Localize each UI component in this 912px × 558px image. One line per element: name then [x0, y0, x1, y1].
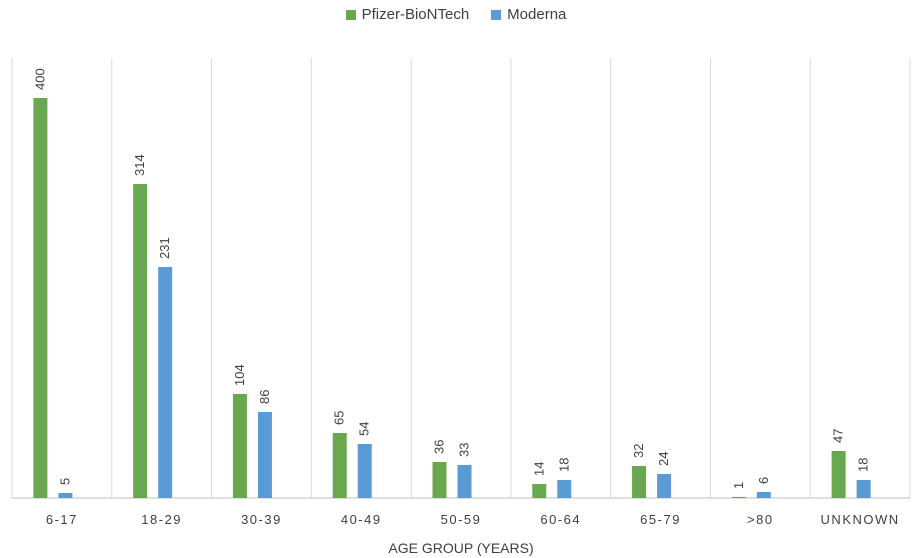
bar-pfizer-biontech: [133, 184, 148, 498]
data-label-pfizer-biontech: 400: [32, 68, 47, 90]
data-label-moderna: 6: [756, 477, 771, 484]
data-label-pfizer-biontech: 36: [432, 440, 447, 454]
data-label-pfizer-biontech: 65: [332, 411, 347, 425]
bar-pfizer-biontech: [731, 497, 746, 498]
legend-item-pfizer: Pfizer-BioNTech: [345, 6, 470, 23]
data-label-moderna: 18: [556, 458, 571, 472]
bar-pfizer-biontech: [532, 484, 547, 498]
bar-moderna: [257, 412, 272, 498]
data-label-pfizer-biontech: 14: [531, 462, 546, 476]
x-tick-label: 30-39: [241, 512, 282, 527]
bar-pfizer-biontech: [831, 451, 846, 498]
legend-item-moderna: Moderna: [491, 6, 566, 23]
bar-moderna: [457, 465, 472, 498]
data-label-moderna: 18: [856, 458, 871, 472]
bar-moderna: [756, 492, 771, 498]
data-label-pfizer-biontech: 104: [232, 364, 247, 386]
bar-pfizer-biontech: [232, 394, 247, 498]
bar-moderna: [557, 480, 572, 498]
x-axis-title: AGE GROUP (YEARS): [388, 540, 533, 556]
bar-moderna: [357, 444, 372, 498]
data-label-pfizer-biontech: 32: [631, 444, 646, 458]
data-label-moderna: 24: [656, 452, 671, 466]
bar-moderna: [657, 474, 672, 498]
data-label-moderna: 86: [257, 390, 272, 404]
x-tick-label: 6-17: [46, 512, 78, 527]
x-tick-label: UNKNOWN: [821, 512, 900, 527]
legend-swatch-pfizer: [345, 9, 356, 20]
data-label-pfizer-biontech: 47: [831, 429, 846, 443]
x-tick-label: 40-49: [341, 512, 382, 527]
legend-label-pfizer: Pfizer-BioNTech: [361, 6, 470, 23]
data-label-moderna: 231: [157, 237, 172, 259]
bar-pfizer-biontech: [632, 466, 647, 498]
bar-moderna: [58, 493, 73, 498]
bar-pfizer-biontech: [432, 462, 447, 498]
x-tick-label: 50-59: [441, 512, 482, 527]
data-label-moderna: 5: [57, 478, 72, 485]
legend-swatch-moderna: [491, 9, 502, 20]
bar-pfizer-biontech: [33, 98, 48, 498]
data-label-pfizer-biontech: 1: [731, 482, 746, 489]
x-tick-label: 18-29: [141, 512, 182, 527]
x-tick-label: 65-79: [640, 512, 681, 527]
legend-label-moderna: Moderna: [507, 6, 567, 23]
x-tick-label: 60-64: [540, 512, 581, 527]
data-label-pfizer-biontech: 314: [132, 154, 147, 176]
data-label-moderna: 33: [457, 443, 472, 457]
legend: Pfizer-BioNTech Moderna: [0, 6, 912, 23]
x-tick-label: >80: [747, 512, 774, 527]
bar-moderna: [856, 480, 871, 498]
bar-pfizer-biontech: [332, 433, 347, 498]
data-label-moderna: 54: [357, 422, 372, 436]
bar-moderna: [158, 267, 173, 498]
